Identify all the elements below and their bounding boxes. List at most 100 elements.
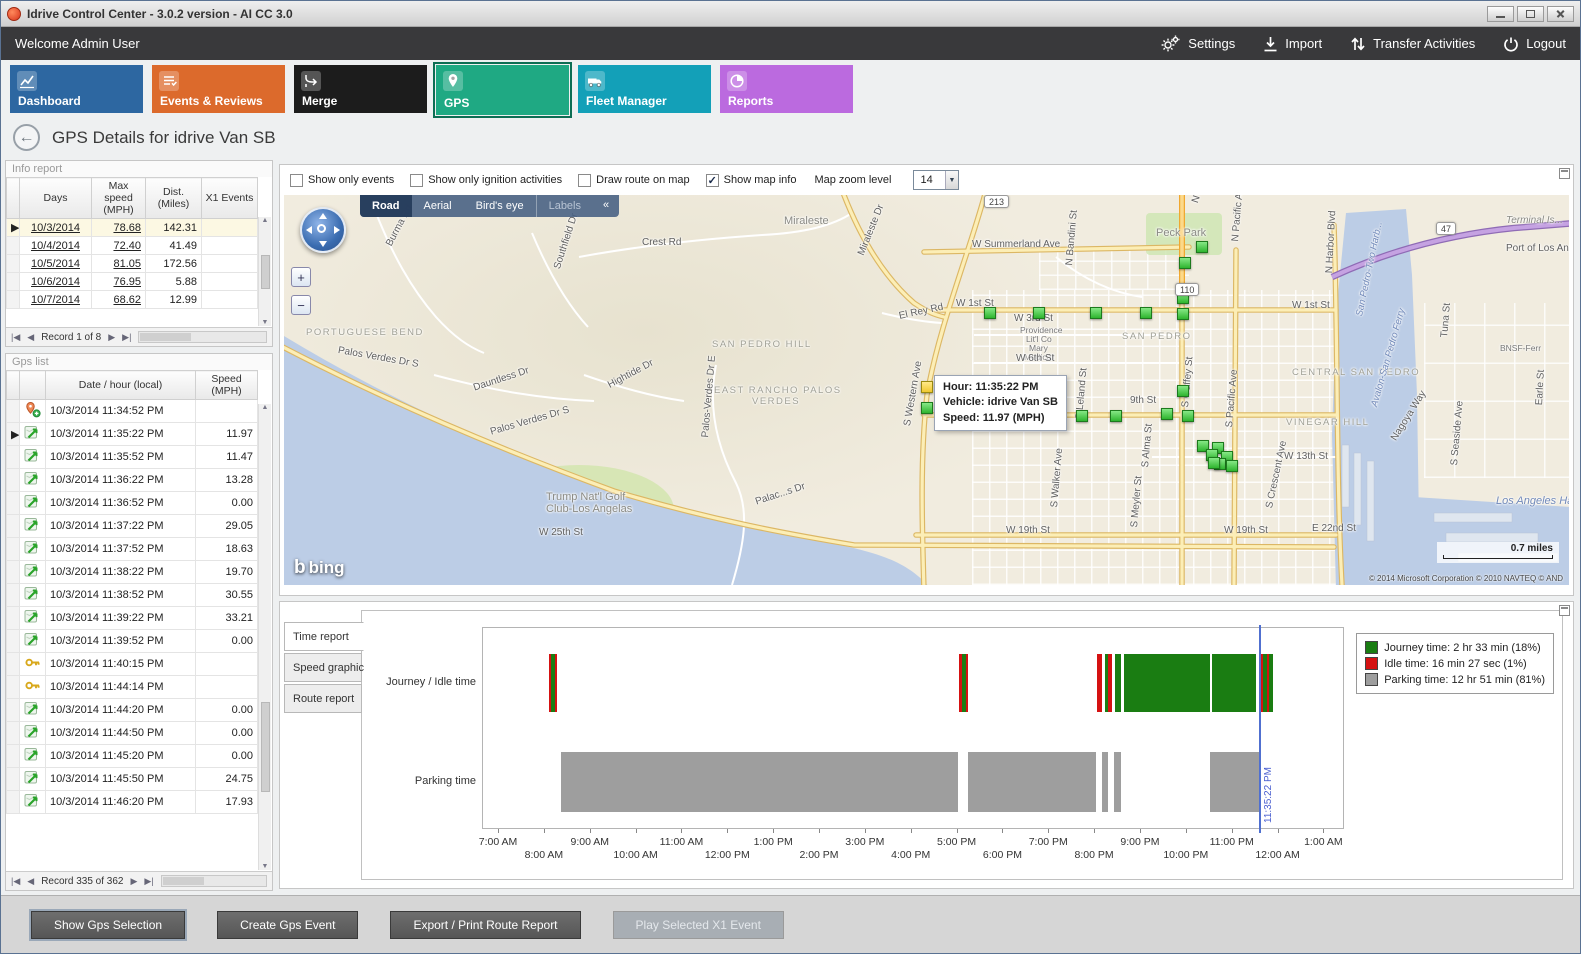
map-style-road[interactable]: Road [360,195,412,217]
day-link[interactable]: 10/5/2014 [19,254,92,273]
map-zoom-in-button[interactable]: + [291,267,311,287]
map-canvas[interactable]: Miraleste Peck Park W Summerland Ave Crest … [284,195,1569,585]
checkbox-box[interactable]: ✓ [705,173,719,187]
map-zoom-out-button[interactable]: − [291,295,311,315]
nav-tab-merge[interactable]: Merge [294,65,427,113]
col-x1-events[interactable]: X1 Events [201,177,258,219]
map-panel-expand-icon[interactable] [1559,168,1570,179]
gps-marker[interactable] [1208,457,1220,469]
gps-marker[interactable] [1140,307,1152,319]
day-link[interactable]: 10/7/2014 [19,290,92,309]
checkbox-box[interactable] [290,173,303,187]
col-max-speed[interactable]: Max speed (MPH) [91,177,146,219]
info-horizontal-scrollbar[interactable] [138,331,267,343]
gps-marker[interactable] [1076,410,1088,422]
info-report-row[interactable]: 10/7/2014 68.62 12.99 [6,290,258,309]
map-zoom-level-dropdown[interactable]: 14 ▼ [913,170,960,190]
gps-marker[interactable] [1033,307,1045,319]
first-record-button[interactable]: |◀ [11,331,21,342]
logout-action[interactable]: Logout [1503,35,1566,52]
import-action[interactable]: Import [1263,35,1322,52]
gps-list-row[interactable]: 10/3/2014 11:45:50 PM 24.75 [6,767,258,791]
last-record-button[interactable]: ▶| [122,331,132,342]
gps-marker[interactable] [1177,385,1189,397]
gps-horizontal-scrollbar[interactable] [160,875,267,887]
gps-marker[interactable] [1226,460,1238,472]
map-style-labels[interactable]: Labels [535,195,593,217]
play-selected-x1-event-button[interactable]: Play Selected X1 Event [612,910,784,939]
gps-list-row[interactable]: 10/3/2014 11:37:52 PM 18.63 [6,537,258,561]
show-gps-selection-button[interactable]: Show Gps Selection [31,910,186,939]
chart-tab-route-report[interactable]: Route report [284,684,362,713]
gps-list-row[interactable]: 10/3/2014 11:39:22 PM 33.21 [6,606,258,630]
gps-list-row[interactable]: 10/3/2014 11:44:50 PM 0.00 [6,721,258,745]
checkbox-show-map-info[interactable]: ✓ Show map info [705,173,796,187]
chart-tab-speed-graphic[interactable]: Speed graphic [284,653,364,682]
chart-tab-time-report[interactable]: Time report [284,622,364,651]
info-report-row[interactable]: 10/5/2014 81.05 172.56 [6,254,258,273]
next-record-button[interactable]: ▶ [108,331,116,342]
max-speed-link[interactable]: 81.05 [91,254,146,273]
gps-marker[interactable] [921,402,933,414]
next-record-button[interactable]: ▶ [130,875,138,886]
col-speed[interactable]: Speed (MPH) [195,370,258,400]
gps-list-row[interactable]: 10/3/2014 11:44:20 PM 0.00 [6,698,258,722]
col-days[interactable]: Days [19,177,92,219]
checkbox-box[interactable] [578,173,592,187]
nav-tab-events-reviews[interactable]: Events & Reviews [152,65,285,113]
export-print-route-report-button[interactable]: Export / Print Route Report [390,910,581,939]
back-button[interactable]: ← [13,124,40,151]
info-report-row[interactable]: 10/4/2014 72.40 41.49 [6,236,258,255]
gps-list-row[interactable]: 10/3/2014 11:38:22 PM 19.70 [6,560,258,584]
gps-marker[interactable] [1196,241,1208,253]
max-speed-link[interactable]: 76.95 [91,272,146,291]
create-gps-event-button[interactable]: Create Gps Event [217,910,359,939]
gps-marker[interactable] [1090,307,1102,319]
gps-marker[interactable] [1161,408,1173,420]
gps-vertical-scrollbar[interactable]: ▲ ▼ [258,404,271,870]
chart-panel-expand-icon[interactable] [1559,605,1570,616]
gps-list-row[interactable]: 10/3/2014 11:36:52 PM 0.00 [6,491,258,515]
gps-list-row[interactable]: 10/3/2014 11:46:20 PM 17.93 [6,790,258,814]
nav-tab-dashboard[interactable]: Dashboard [10,65,143,113]
gps-list-row[interactable]: 10/3/2014 11:36:22 PM 13.28 [6,468,258,492]
col-datetime[interactable]: Date / hour (local) [45,370,196,400]
gps-list-row[interactable]: 10/3/2014 11:35:52 PM 11.47 [6,445,258,469]
gps-marker[interactable] [1177,308,1189,320]
gps-marker[interactable] [1182,410,1194,422]
settings-action[interactable]: Settings [1161,35,1235,52]
minimize-button[interactable] [1487,5,1514,22]
map-bar-collapse-button[interactable]: « [603,199,610,211]
gps-marker[interactable] [1179,257,1191,269]
transfer-activities-action[interactable]: Transfer Activities [1350,35,1475,52]
gps-list-row[interactable]: 10/3/2014 11:34:52 PM [6,399,258,423]
nav-tab-reports[interactable]: Reports [720,65,853,113]
nav-tab-fleet-manager[interactable]: Fleet Manager [578,65,711,113]
map-style-bird-s-eye[interactable]: Bird's eye [475,200,524,212]
gps-list-row[interactable]: 10/3/2014 11:37:22 PM 29.05 [6,514,258,538]
gps-marker[interactable] [1110,410,1122,422]
gps-list-row[interactable]: 10/3/2014 11:38:52 PM 30.55 [6,583,258,607]
prev-record-button[interactable]: ◀ [27,875,35,886]
day-link[interactable]: 10/4/2014 [19,236,92,255]
col-distance[interactable]: Dist. (Miles) [145,177,202,219]
close-button[interactable] [1547,5,1574,22]
nav-tab-gps[interactable]: GPS [433,62,572,118]
info-vertical-scrollbar[interactable]: ▲ ▼ [258,217,271,326]
checkbox-show-only-ignition-activities[interactable]: Show only ignition activities [410,173,562,187]
maximize-button[interactable] [1517,5,1544,22]
map-style-aerial[interactable]: Aerial [423,200,452,212]
gps-list-row[interactable]: 10/3/2014 11:44:14 PM [6,675,258,699]
checkbox-box[interactable] [410,173,424,187]
last-record-button[interactable]: ▶| [144,875,154,886]
map-pan-control[interactable] [300,207,346,253]
first-record-button[interactable]: |◀ [11,875,21,886]
max-speed-link[interactable]: 78.68 [91,218,146,237]
gps-marker[interactable] [984,307,996,319]
gps-marker-selected[interactable] [921,381,933,393]
gps-list-row[interactable]: ▶ 10/3/2014 11:35:22 PM 11.97 [6,422,258,446]
prev-record-button[interactable]: ◀ [27,331,35,342]
gps-list-row[interactable]: 10/3/2014 11:39:52 PM 0.00 [6,629,258,653]
day-link[interactable]: 10/3/2014 [19,218,92,237]
info-report-row[interactable]: 10/6/2014 76.95 5.88 [6,272,258,291]
